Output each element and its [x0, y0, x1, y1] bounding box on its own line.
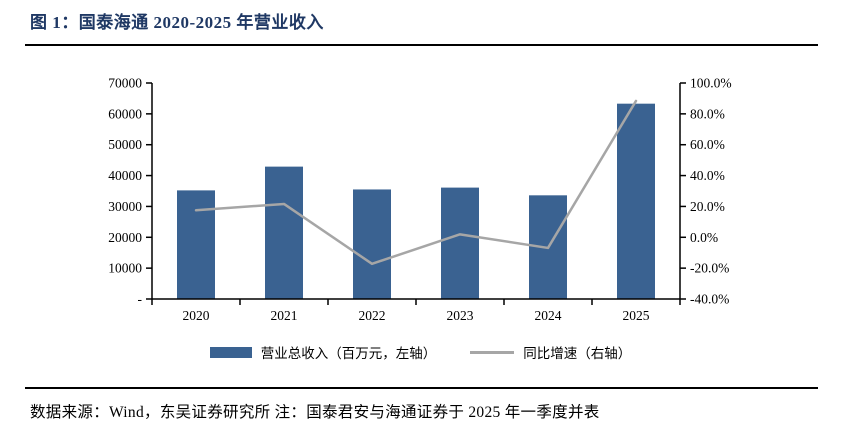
- legend-item-growth: 同比增速（右轴）: [470, 342, 631, 362]
- legend-revenue-label: 营业总收入（百万元，左轴）: [260, 346, 437, 361]
- x-axis-category-label: 2020: [183, 308, 210, 323]
- right-axis-tick-label: 100.0%: [690, 76, 732, 91]
- left-axis-tick-label: 10000: [108, 261, 142, 276]
- legend-bar-swatch: [209, 346, 252, 358]
- bar-2022: [353, 189, 391, 299]
- right-axis-tick-label: -40.0%: [690, 292, 729, 307]
- bar-2023: [441, 187, 479, 299]
- right-axis-tick-label: 60.0%: [690, 137, 725, 152]
- right-axis-tick-label: 0.0%: [690, 230, 718, 245]
- right-axis-tick-label: -20.0%: [690, 261, 729, 276]
- bar-2025: [617, 103, 655, 299]
- footer-divider: [25, 387, 818, 389]
- right-axis-tick-label: 40.0%: [690, 168, 725, 183]
- left-axis-tick-label: 50000: [108, 137, 142, 152]
- source-note: 数据来源：Wind，东吴证券研究所 注：国泰君安与海通证券于 2025 年一季度…: [30, 404, 600, 421]
- left-axis-tick-label: 30000: [108, 199, 142, 214]
- bar-2020: [177, 190, 215, 299]
- x-axis-category-label: 2022: [359, 308, 386, 323]
- x-axis-category-label: 2024: [535, 308, 562, 323]
- legend-line-swatch: [470, 350, 515, 354]
- legend-growth-label: 同比增速（右轴）: [523, 346, 632, 361]
- left-axis-tick-label: 20000: [108, 230, 142, 245]
- left-axis-tick-label: 60000: [108, 106, 142, 121]
- title-divider: [25, 44, 818, 46]
- x-axis-category-label: 2021: [271, 308, 298, 323]
- x-axis-category-label: 2025: [623, 308, 650, 323]
- chart-legend: 营业总收入（百万元，左轴） 同比增速（右轴）: [0, 342, 841, 362]
- right-axis-tick-label: 80.0%: [690, 106, 725, 121]
- growth-line: [194, 99, 638, 266]
- left-axis-tick-label: 40000: [108, 168, 142, 183]
- bar-2021: [265, 166, 303, 299]
- left-axis-tick-label: -: [138, 292, 143, 307]
- left-axis-tick-label: 70000: [108, 76, 142, 91]
- right-axis-tick-label: 20.0%: [690, 199, 725, 214]
- figure-title: 图 1：国泰海通 2020-2025 年营业收入: [30, 13, 324, 32]
- x-axis-category-label: 2023: [447, 308, 474, 323]
- legend-item-revenue: 营业总收入（百万元，左轴）: [209, 342, 437, 362]
